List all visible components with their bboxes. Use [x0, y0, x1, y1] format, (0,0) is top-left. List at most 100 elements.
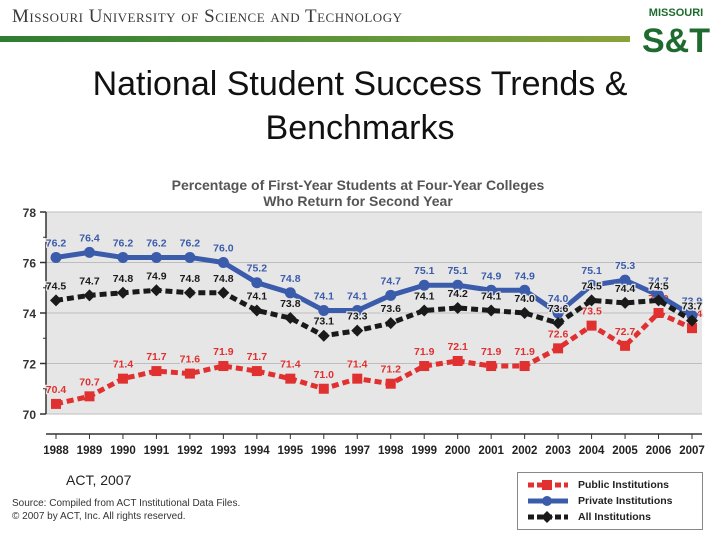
data-label: 76.2: [46, 237, 67, 249]
series-line: [55, 310, 694, 407]
x-tick-label: 1996: [311, 445, 337, 457]
data-point: [150, 251, 162, 263]
data-point: [518, 307, 531, 319]
data-label: 75.1: [581, 265, 602, 277]
legend-item-public: Public Institutions: [526, 477, 669, 493]
data-point: [84, 391, 95, 402]
logo-mark: S&T: [642, 22, 710, 60]
x-tick-label: 1997: [344, 445, 370, 457]
data-label: 75.3: [615, 260, 636, 272]
x-tick-label: 1992: [177, 445, 203, 457]
data-point: [117, 373, 128, 384]
data-label: 73.9: [682, 296, 703, 308]
data-label: 73.7: [682, 301, 703, 313]
x-tick-label: 2006: [646, 445, 672, 457]
x-tick-label: 1994: [244, 445, 270, 457]
series-line: [55, 287, 694, 339]
data-point: [318, 304, 330, 316]
institution-name: Missouri University of Science and Techn…: [12, 6, 403, 27]
x-tick-label: 1990: [110, 445, 136, 457]
data-label: 71.0: [314, 369, 335, 381]
header-bar: [0, 36, 630, 42]
data-label: 74.8: [180, 273, 201, 285]
data-point: [452, 279, 464, 291]
source-note: Source: Compiled from ACT Institutional …: [12, 497, 240, 523]
data-label: 76.0: [213, 243, 234, 255]
data-point: [50, 294, 62, 307]
data-label: 73.6: [381, 303, 402, 315]
data-label: 73.6: [548, 303, 569, 315]
data-label: 74.5: [581, 280, 602, 292]
legend-label-public: Public Institutions: [578, 479, 669, 491]
legend-swatch-public: [528, 480, 568, 490]
data-label: 74.7: [79, 275, 100, 287]
source-credit: ACT, 2007: [66, 472, 132, 488]
data-label: 72.6: [548, 328, 569, 340]
chart-subtitle: Who Return for Second Year: [263, 193, 453, 209]
x-tick-label: 1993: [211, 445, 237, 457]
x-tick-label: 1998: [378, 445, 404, 457]
data-point: [251, 366, 262, 377]
data-point: [284, 312, 297, 325]
data-point: [419, 361, 430, 372]
university-logo: MISSOURI S&T: [642, 7, 710, 60]
data-label: 72.1: [447, 341, 468, 353]
data-label: 75.1: [414, 265, 435, 277]
legend-swatch-private: [528, 496, 568, 506]
x-tick-label: 1989: [77, 445, 103, 457]
data-point: [317, 329, 330, 342]
x-tick-label: 1995: [278, 445, 304, 457]
data-label: 71.4: [280, 359, 301, 371]
data-label: 71.7: [247, 351, 268, 363]
data-point: [418, 304, 431, 317]
data-label: 74.0: [548, 293, 569, 305]
data-point: [116, 286, 129, 299]
data-point: [284, 287, 296, 299]
data-point: [586, 279, 598, 291]
data-point: [351, 324, 364, 337]
data-label: 70.7: [79, 376, 100, 388]
data-point: [51, 398, 61, 409]
data-point: [619, 296, 632, 309]
data-label: 74.5: [648, 280, 669, 292]
source-line-2: © 2007 by ACT, Inc. All rights reserved.: [12, 511, 186, 522]
x-tick-label: 2002: [512, 445, 538, 457]
data-point: [586, 320, 597, 331]
data-label: 76.2: [113, 237, 134, 249]
data-point: [686, 314, 698, 327]
data-label: 75.2: [247, 263, 268, 275]
data-point: [485, 304, 498, 317]
legend-label-all: All Institutions: [578, 511, 651, 523]
data-label: 71.6: [180, 354, 201, 366]
y-tick-label: 76: [23, 257, 37, 271]
data-point: [486, 361, 497, 372]
data-point: [352, 373, 363, 384]
data-label: 74.4: [615, 283, 636, 295]
data-label: 74.7: [381, 275, 402, 287]
x-tick-label: 1991: [144, 445, 170, 457]
data-point: [385, 378, 396, 389]
x-tick-label: 1999: [411, 445, 437, 457]
data-label: 73.8: [280, 298, 301, 310]
data-label: 71.4: [347, 359, 368, 371]
data-point: [50, 251, 62, 263]
data-point: [184, 251, 196, 263]
data-label: 76.2: [180, 237, 201, 249]
data-label: 73.5: [581, 306, 602, 318]
data-label: 75.1: [447, 265, 468, 277]
data-point: [619, 274, 631, 286]
data-label: 74.1: [247, 290, 268, 302]
data-label: 74.9: [514, 270, 535, 282]
data-label: 74.1: [481, 290, 502, 302]
data-label: 76.4: [79, 232, 100, 244]
data-point: [553, 343, 564, 354]
logo-top-text: MISSOURI: [649, 7, 703, 19]
data-label: 74.1: [314, 290, 335, 302]
data-point: [552, 317, 565, 330]
data-point: [552, 307, 564, 319]
data-point: [384, 317, 397, 330]
data-point: [585, 294, 598, 307]
data-point: [218, 361, 229, 372]
data-label: 74.0: [514, 293, 535, 305]
y-tick-label: 78: [23, 206, 37, 220]
